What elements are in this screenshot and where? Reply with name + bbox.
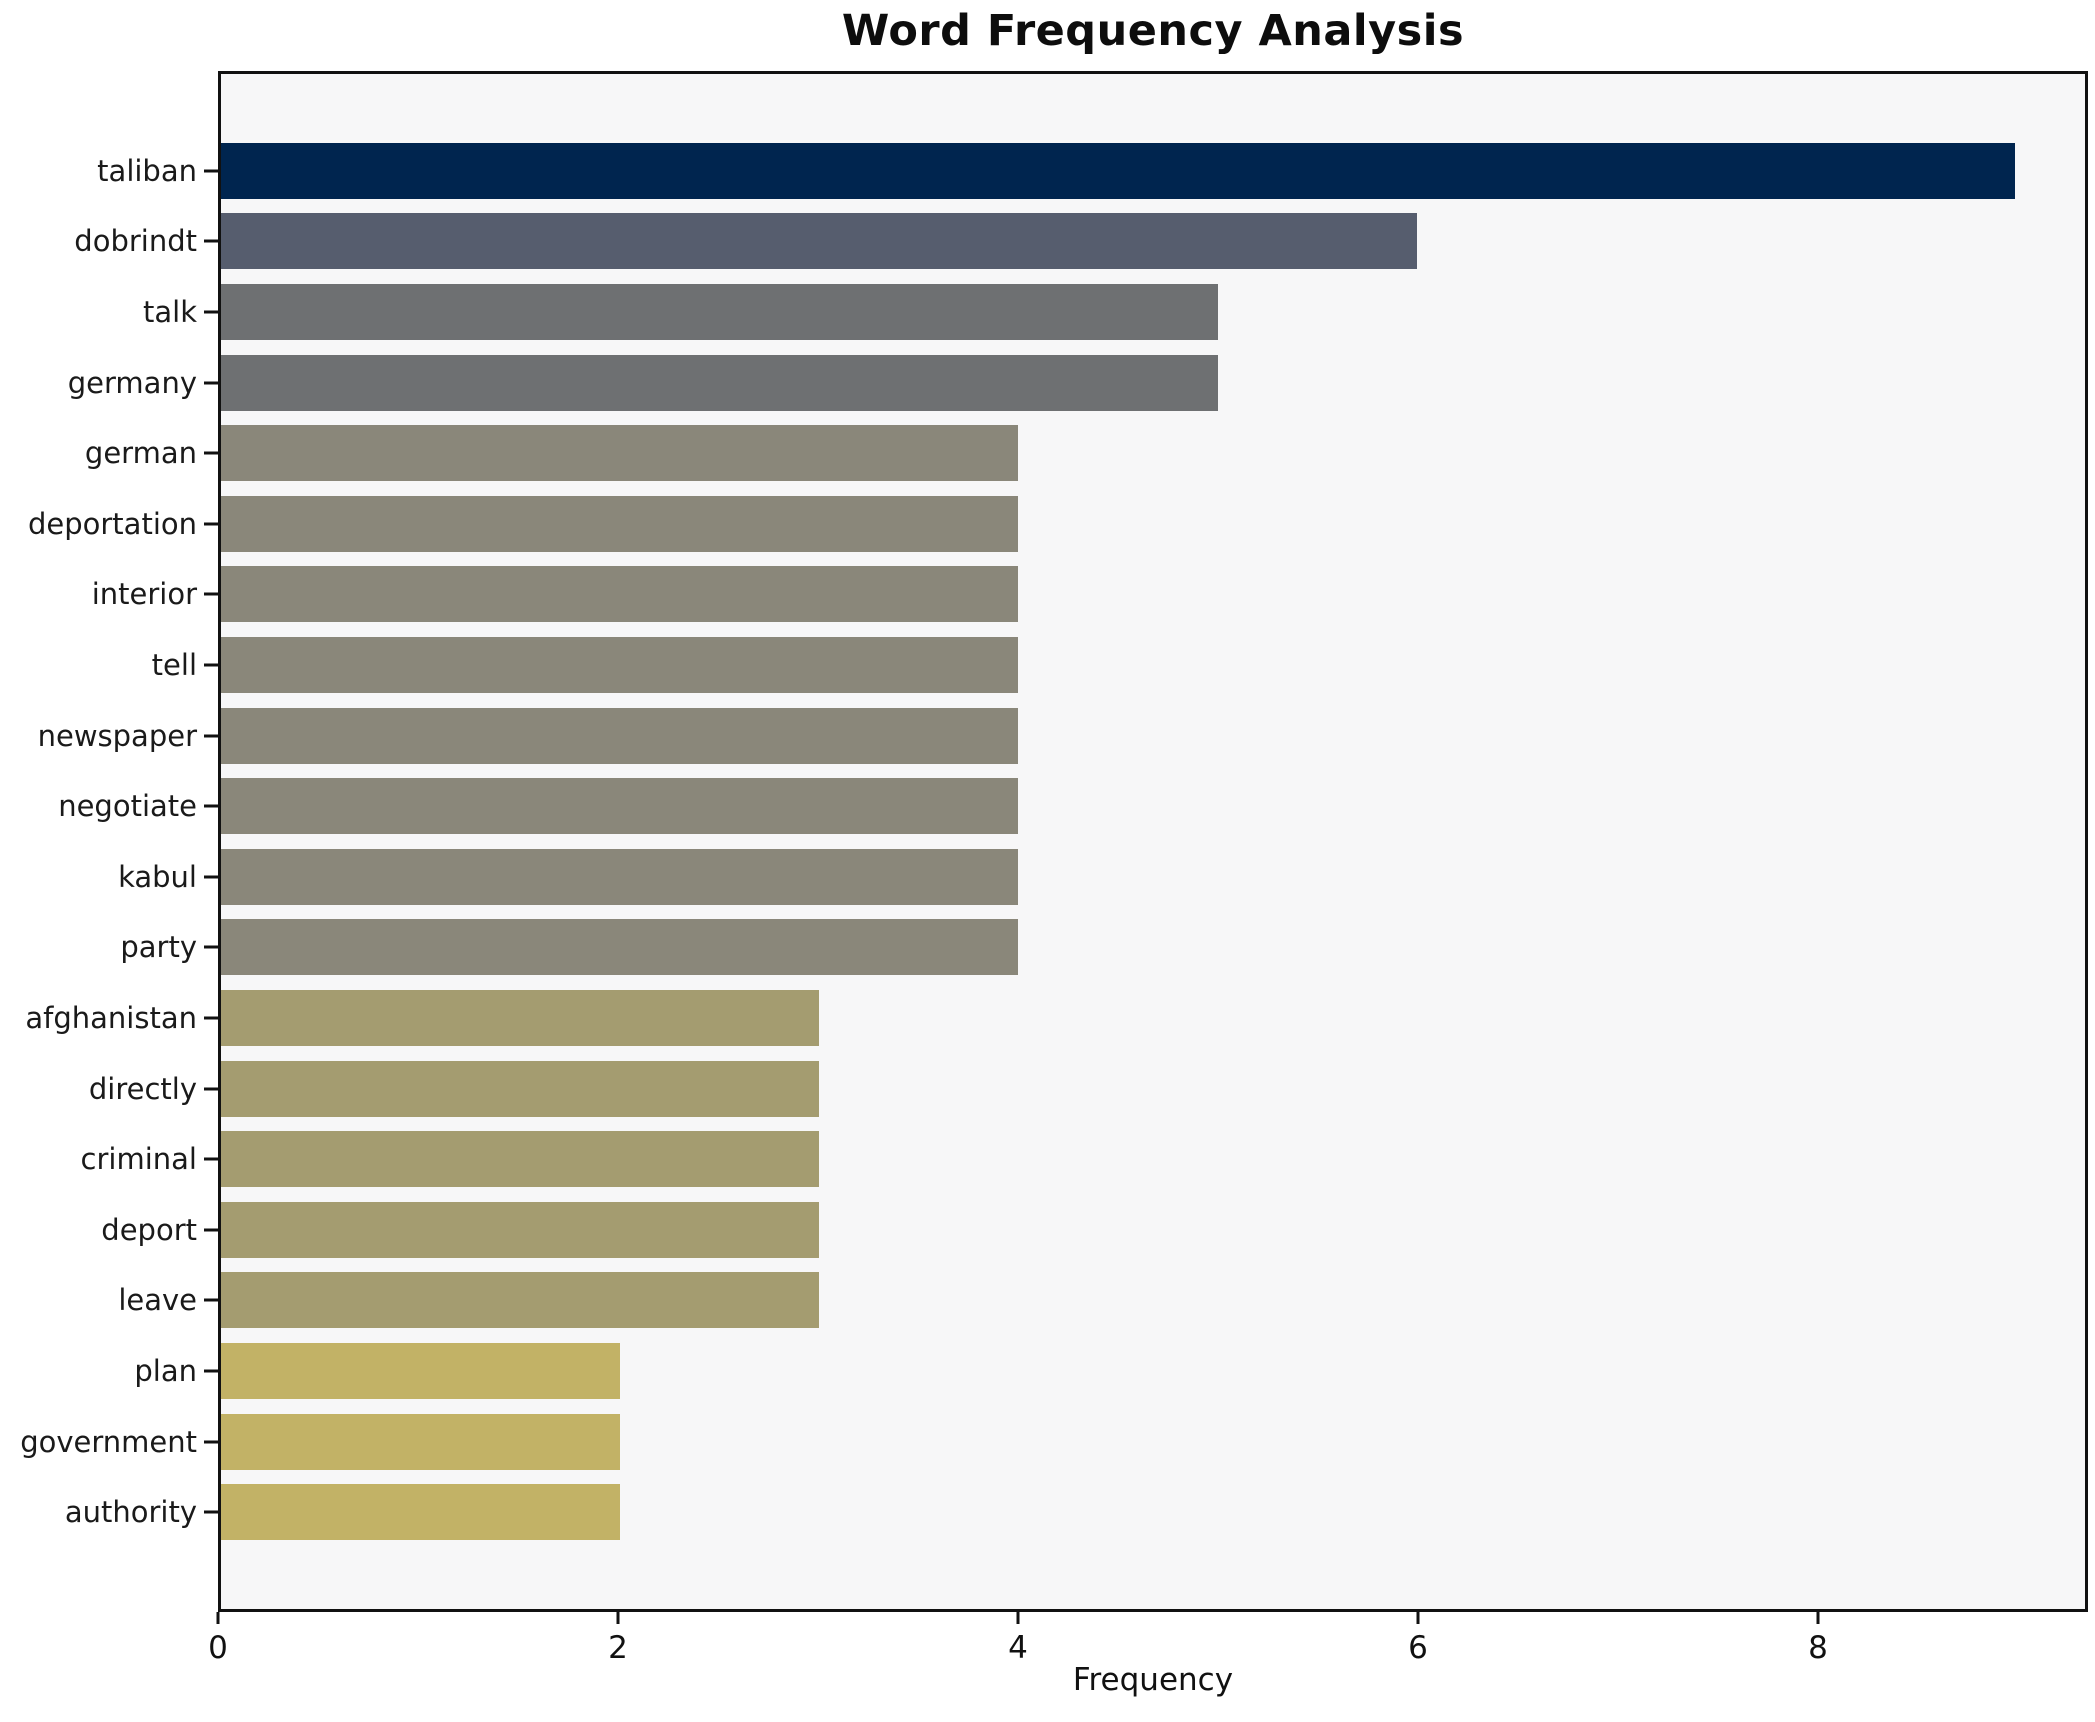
bar-interior: [221, 566, 1019, 623]
y-tick-mark: [204, 522, 218, 526]
x-axis-ticks: 0 2 4 6 8: [208, 1612, 2088, 1692]
y-tick-label-party: party: [120, 930, 197, 965]
y-tick-mark: [204, 1510, 218, 1514]
y-tick-label-german: german: [84, 436, 197, 471]
chart-row-negotiate: negotiate: [58, 771, 2085, 842]
y-tick-mark: [204, 239, 218, 243]
bars-layer: taliban dobrindt talk germany german deportat…: [20, 74, 2085, 1609]
y-tick-label-interior: interior: [91, 577, 197, 612]
y-tick-mark: [204, 804, 218, 808]
y-tick-mark: [204, 592, 218, 596]
x-tick-label-4: 4: [1008, 1630, 1028, 1666]
x-tick-mark: [1416, 1612, 1420, 1624]
bar-afghanistan: [221, 989, 820, 1046]
chart-row-afghanistan: afghanistan: [25, 983, 2085, 1054]
chart-row-authority: authority: [65, 1477, 2085, 1548]
y-tick-mark: [204, 1298, 218, 1302]
y-tick-mark: [204, 663, 218, 667]
y-tick-label-government: government: [20, 1424, 197, 1459]
y-tick-mark: [204, 875, 218, 879]
y-tick-label-germany: germany: [67, 365, 197, 400]
bar-germany: [221, 354, 1218, 411]
chart-row-criminal: criminal: [81, 1124, 2085, 1195]
x-tick-label-8: 8: [1808, 1630, 1828, 1666]
chart-row-talk: talk: [143, 277, 2085, 348]
chart-row-deport: deport: [101, 1194, 2085, 1265]
y-tick-label-directly: directly: [88, 1071, 197, 1106]
bar-criminal: [221, 1131, 820, 1188]
chart-row-plan: plan: [134, 1336, 2085, 1407]
y-tick-label-tell: tell: [151, 648, 197, 683]
y-tick-mark: [204, 1369, 218, 1373]
bar-taliban: [221, 142, 2016, 199]
y-tick-mark: [204, 169, 218, 173]
chart-row-directly: directly: [89, 1053, 2085, 1124]
bar-authority: [221, 1484, 620, 1541]
bar-dobrindt: [221, 213, 1418, 270]
chart-row-tell: tell: [152, 630, 2085, 701]
bar-deport: [221, 1201, 820, 1258]
bar-leave: [221, 1272, 820, 1329]
bar-deportation: [221, 495, 1019, 552]
y-tick-mark: [204, 734, 218, 738]
y-tick-label-talk: talk: [143, 295, 197, 330]
chart-row-newspaper: newspaper: [38, 700, 2085, 771]
bar-negotiate: [221, 778, 1019, 835]
x-axis-label: Frequency: [1072, 1662, 1234, 1698]
y-tick-label-deport: deport: [101, 1212, 197, 1247]
y-tick-mark: [204, 1228, 218, 1232]
y-tick-mark: [204, 1087, 218, 1091]
chart-row-party: party: [120, 912, 2085, 983]
chart-row-german: german: [85, 418, 2085, 489]
chart-row-taliban: taliban: [97, 136, 2085, 207]
x-tick-mark: [216, 1612, 220, 1624]
bar-talk: [221, 284, 1218, 341]
chart-row-germany: germany: [68, 347, 2085, 418]
y-tick-label-authority: authority: [64, 1495, 197, 1530]
bar-government: [221, 1413, 620, 1470]
y-tick-label-newspaper: newspaper: [37, 718, 197, 753]
chart-row-government: government: [20, 1406, 2085, 1477]
y-tick-mark: [204, 1157, 218, 1161]
chart-row-deportation: deportation: [28, 489, 2085, 560]
y-tick-mark: [204, 381, 218, 385]
y-tick-mark: [204, 1440, 218, 1444]
y-tick-label-kabul: kabul: [118, 859, 197, 894]
bar-tell: [221, 637, 1019, 694]
bar-directly: [221, 1060, 820, 1117]
y-tick-mark: [204, 451, 218, 455]
bar-german: [221, 425, 1019, 482]
bar-newspaper: [221, 707, 1019, 764]
bar-party: [221, 919, 1019, 976]
y-tick-label-criminal: criminal: [80, 1142, 197, 1177]
chart-row-leave: leave: [118, 1265, 2085, 1336]
y-tick-label-leave: leave: [118, 1283, 197, 1318]
y-tick-mark: [204, 310, 218, 314]
chart-row-kabul: kabul: [118, 842, 2085, 913]
x-tick-mark: [1816, 1612, 1820, 1624]
x-tick-label-2: 2: [608, 1630, 628, 1666]
chart-row-dobrindt: dobrindt: [74, 206, 2085, 277]
x-tick-mark: [616, 1612, 620, 1624]
y-tick-label-afghanistan: afghanistan: [25, 1000, 197, 1035]
y-tick-label-dobrindt: dobrindt: [74, 224, 197, 259]
chart-row-interior: interior: [92, 559, 2085, 630]
chart-title: Word Frequency Analysis: [841, 6, 1465, 56]
y-tick-mark: [204, 1016, 218, 1020]
y-tick-label-plan: plan: [134, 1353, 197, 1388]
y-tick-mark: [204, 945, 218, 949]
y-tick-label-deportation: deportation: [27, 506, 197, 541]
x-tick-label-0: 0: [208, 1630, 228, 1666]
x-tick-label-6: 6: [1408, 1630, 1428, 1666]
bar-plan: [221, 1342, 620, 1399]
y-tick-label-negotiate: negotiate: [58, 789, 197, 824]
y-tick-label-taliban: taliban: [97, 153, 197, 188]
bar-kabul: [221, 848, 1019, 905]
x-tick-mark: [1016, 1612, 1020, 1624]
